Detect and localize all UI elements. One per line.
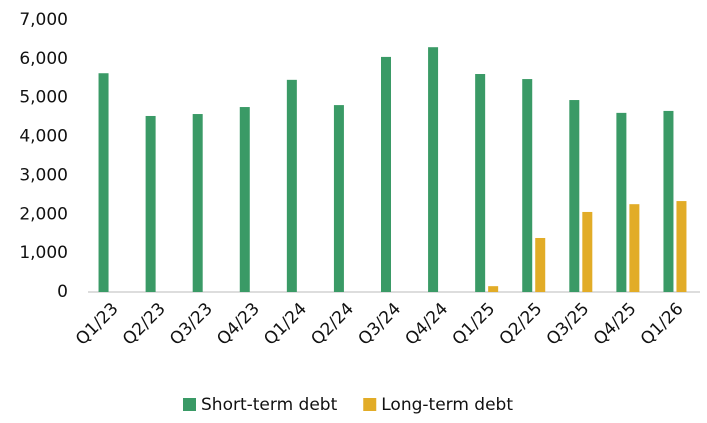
bar [239, 107, 250, 292]
y-tick-label: 1,000 [19, 243, 68, 263]
legend-label: Short-term debt [201, 395, 338, 415]
x-tick-label: Q2/25 [496, 299, 547, 350]
bar [428, 47, 439, 293]
y-tick-label: 0 [57, 282, 68, 302]
bar [475, 74, 486, 292]
bar [569, 100, 580, 292]
x-tick-label: Q4/25 [590, 299, 641, 350]
x-tick-label: Q1/26 [637, 299, 688, 350]
x-tick-label: Q3/23 [166, 299, 217, 350]
bar [98, 73, 109, 292]
bar [629, 204, 640, 292]
bar [663, 110, 674, 292]
y-tick-label: 6,000 [19, 49, 68, 69]
y-tick-label: 3,000 [19, 165, 68, 185]
y-tick-label: 4,000 [19, 127, 68, 147]
bar [582, 211, 593, 292]
legend-label: Long-term debt [381, 395, 513, 415]
x-tick-label: Q1/24 [260, 299, 311, 350]
bar [333, 105, 344, 293]
y-tick-label: 2,000 [19, 204, 68, 224]
bar [616, 112, 627, 293]
x-tick-label: Q1/25 [449, 299, 500, 350]
y-tick-label: 7,000 [19, 10, 68, 30]
bar [286, 79, 297, 292]
bar [381, 56, 391, 292]
bar [522, 79, 533, 292]
x-tick-label: Q2/24 [307, 299, 358, 350]
x-tick-label: Q3/24 [354, 299, 405, 350]
x-tick-label: Q4/24 [402, 299, 453, 350]
legend-swatch [363, 398, 377, 411]
x-tick-label: Q4/23 [213, 299, 264, 350]
bar [192, 114, 203, 292]
legend-swatch [183, 398, 196, 411]
bar [145, 115, 156, 292]
x-tick-label: Q3/25 [543, 299, 594, 350]
bar [488, 286, 499, 292]
bar [535, 237, 546, 292]
x-tick-label: Q2/23 [119, 299, 170, 350]
bar [676, 201, 687, 292]
x-tick-label: Q1/23 [72, 299, 123, 350]
y-tick-label: 5,000 [19, 88, 68, 108]
